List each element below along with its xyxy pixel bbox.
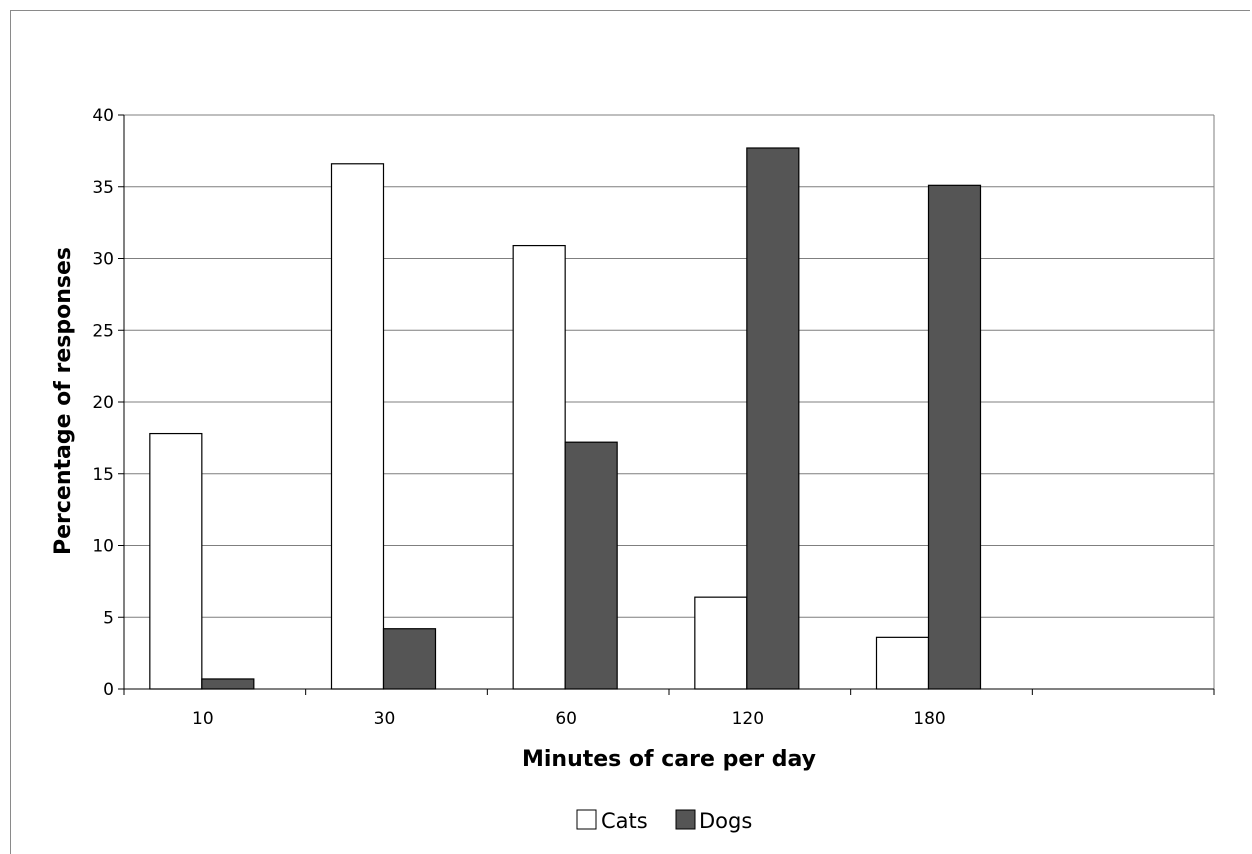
y-tick-label: 40 xyxy=(92,106,114,126)
bar-cats-180 xyxy=(875,636,930,690)
bar-cats-60 xyxy=(512,244,566,690)
y-tick-label: 25 xyxy=(92,321,114,341)
tick-labels: 0 5 10 15 20 25 30 35 40 10 30 60 120 180 xyxy=(92,106,945,729)
y-axis-title: Percentage of responses xyxy=(51,247,76,555)
x-axis-title: Minutes of care per day xyxy=(522,747,816,772)
bar-dogs-60 xyxy=(564,441,618,690)
y-tick-label: 5 xyxy=(103,608,114,628)
y-tick-label: 10 xyxy=(92,537,114,557)
x-tick-label: 30 xyxy=(374,709,396,729)
bars xyxy=(149,147,982,690)
y-tick-label: 20 xyxy=(92,393,114,413)
bar-cats-10 xyxy=(149,432,203,690)
legend-swatch-cats xyxy=(576,809,597,830)
y-tick-label: 0 xyxy=(103,680,114,700)
x-tick-label: 180 xyxy=(913,709,945,729)
legend: Cats Dogs xyxy=(576,809,752,833)
legend-swatch-dogs xyxy=(675,809,696,830)
bar-dogs-180 xyxy=(927,184,982,690)
axes xyxy=(118,114,1215,695)
legend-label-cats: Cats xyxy=(601,809,648,833)
y-tick-label: 35 xyxy=(92,178,114,198)
y-tick-label: 15 xyxy=(92,465,114,485)
chart-frame xyxy=(10,10,1250,854)
bar-cats-120 xyxy=(694,596,748,690)
x-tick-label: 120 xyxy=(732,709,764,729)
y-tick-label: 30 xyxy=(92,250,114,270)
bar-dogs-10 xyxy=(201,678,255,690)
x-tick-label: 10 xyxy=(192,709,214,729)
bar-dogs-30 xyxy=(382,628,437,690)
legend-label-dogs: Dogs xyxy=(699,809,752,833)
gridlines xyxy=(124,114,1214,618)
x-tick-label: 60 xyxy=(555,709,577,729)
bar-dogs-120 xyxy=(746,147,800,690)
bar-cats-30 xyxy=(330,163,385,690)
